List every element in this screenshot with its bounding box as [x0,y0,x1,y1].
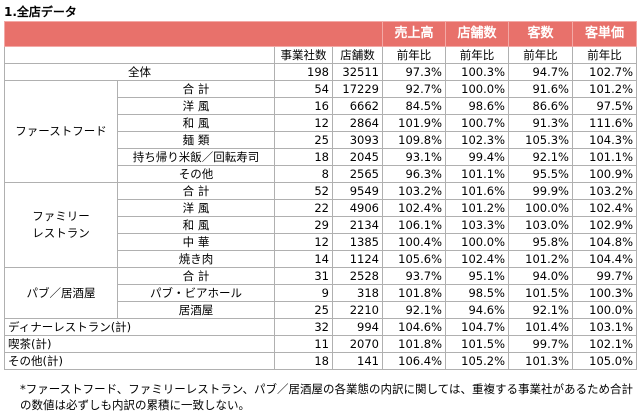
table-row: ファーストフード 合 計 54 17229 92.7% 100.0% 91.6%… [4,80,637,183]
table-row: パブ／居酒屋 合 計 31 2528 93.7% 95.1% 94.0% 99.… [4,267,637,319]
header-customers: 客数 [508,21,573,47]
table-row: 焼き肉 14 1124 105.6% 102.4% 101.2% 104.4% [5,250,637,268]
group-label-fastfood: ファーストフード [4,80,118,183]
table-row: 持ち帰り米飯／回転寿司 18 2045 93.1% 99.4% 92.1% 10… [5,148,637,166]
table-row: ディナーレストラン(計) 32 994 104.6% 104.7% 101.4%… [4,318,637,336]
table-row: 喫茶(計) 11 2070 101.8% 101.5% 99.7% 102.1% [4,335,637,353]
table-row: その他(計) 18 141 106.4% 105.2% 101.3% 105.0… [4,352,637,370]
header-yoy: 前年比 [572,46,637,64]
table-row: 全体 198 32511 97.3% 100.3% 94.7% 102.7% [4,63,637,81]
header-unit-price: 客単価 [572,21,637,47]
footnote: *ファーストフード、ファミリーレストラン、パブ／居酒屋の各業態の内訳に関しては、… [20,382,633,412]
header-stores: 店舗数 [445,21,509,47]
header-row-groups: 売上高 店舗数 客数 客単価 [4,21,637,47]
table-row: パブ・ビアホール 9 318 101.8% 98.5% 101.5% 100.3… [5,284,637,302]
table-row: ファミリー レストラン 合 計 52 9549 103.2% 101.6% 99.… [4,182,637,268]
table-row: 麺 類 25 3093 109.8% 102.3% 105.3% 104.3% [5,131,637,149]
header-yoy: 前年比 [445,46,509,64]
header-sales: 売上高 [382,21,446,47]
page-title: 1.全店データ [4,5,77,19]
row-label: 全体 [4,63,275,81]
group-label-pub-izakaya: パブ／居酒屋 [4,267,118,319]
header-companies: 事業社数 [274,46,333,64]
group-label-family-restaurant: ファミリー レストラン [4,182,118,268]
table-row: 洋 風 16 6662 84.5% 98.6% 86.6% 97.5% [5,97,637,115]
header-yoy: 前年比 [382,46,446,64]
header-store-count: 店舗数 [332,46,383,64]
header-yoy: 前年比 [508,46,573,64]
data-table: 売上高 店舗数 客数 客単価 事業社数 店舗数 前年比 前年比 前年比 前年比 … [4,21,637,370]
header-row-sub: 事業社数 店舗数 前年比 前年比 前年比 前年比 [4,46,637,64]
table-row: 洋 風 22 4906 102.4% 101.2% 100.0% 102.4% [5,199,637,217]
